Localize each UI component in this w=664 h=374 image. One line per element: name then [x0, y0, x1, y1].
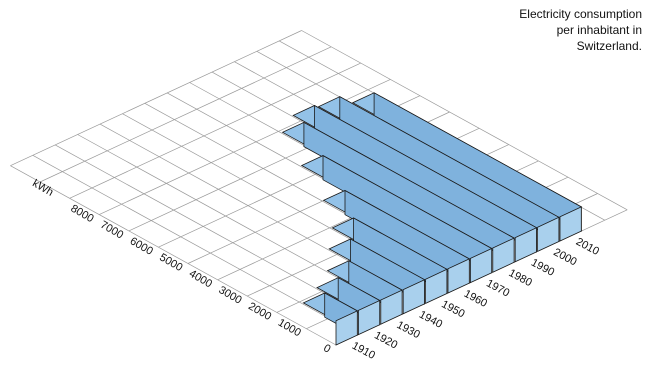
- x-tick-label: 2010: [574, 236, 601, 258]
- bar: [328, 238, 426, 315]
- bar-front: [492, 237, 515, 273]
- y-tick-label: 2000: [246, 300, 273, 323]
- bar: [302, 292, 359, 346]
- y-tick-label: 6000: [128, 235, 155, 258]
- bar: [292, 104, 538, 263]
- bar: [281, 121, 515, 273]
- chart-title-line-2: per inhabitant in: [556, 23, 642, 37]
- gridline: [10, 165, 337, 346]
- gridline: [39, 46, 332, 183]
- bar-front: [537, 216, 560, 253]
- x-tick-label: 1940: [417, 309, 444, 331]
- x-tick-label: 1920: [372, 329, 399, 351]
- bar: [331, 217, 448, 305]
- x-tick-label: 1980: [507, 267, 534, 289]
- bar-front: [514, 227, 537, 263]
- x-tick-label: 1950: [439, 298, 466, 320]
- bar-front: [425, 268, 448, 305]
- bars: [281, 92, 583, 346]
- bar-front: [402, 279, 425, 315]
- x-tick-label: 2000: [551, 246, 578, 268]
- bar: [317, 96, 560, 253]
- bar: [326, 260, 403, 325]
- y-tick-label: 4000: [187, 268, 214, 291]
- y-tick-label: 5000: [157, 251, 184, 274]
- bar-front: [380, 289, 403, 325]
- bar-front: [447, 258, 470, 294]
- bar-front: [469, 247, 493, 284]
- y-tick-label: 3000: [216, 284, 243, 307]
- x-tick-label: 1910: [350, 340, 377, 362]
- chart-title-line-3: Switzerland.: [576, 39, 642, 53]
- bar-front: [335, 310, 358, 346]
- bar: [322, 189, 471, 294]
- bar: [300, 154, 493, 284]
- y-tick-label: 0: [321, 342, 332, 355]
- y-tick-label: 1000: [276, 317, 303, 340]
- gridline: [10, 30, 302, 167]
- gridline: [32, 154, 359, 335]
- bar-front: [357, 299, 381, 336]
- chart-title: Electricity consumption per inhabitant i…: [442, 6, 642, 54]
- chart-title-line-1: Electricity consumption: [519, 7, 642, 21]
- y-tick-label: 7000: [98, 219, 125, 242]
- bar-front: [559, 206, 582, 242]
- x-tick-label: 1990: [529, 257, 556, 279]
- y-axis-label: kWh: [30, 177, 55, 198]
- x-tick-label: 1930: [395, 319, 422, 341]
- gridline: [301, 30, 628, 211]
- bar: [351, 92, 583, 242]
- bar: [316, 277, 381, 336]
- x-tick-label: 1970: [484, 277, 511, 299]
- y-tick-label: 8000: [68, 203, 95, 226]
- x-tick-label: 1960: [462, 288, 489, 310]
- gridline: [69, 62, 361, 199]
